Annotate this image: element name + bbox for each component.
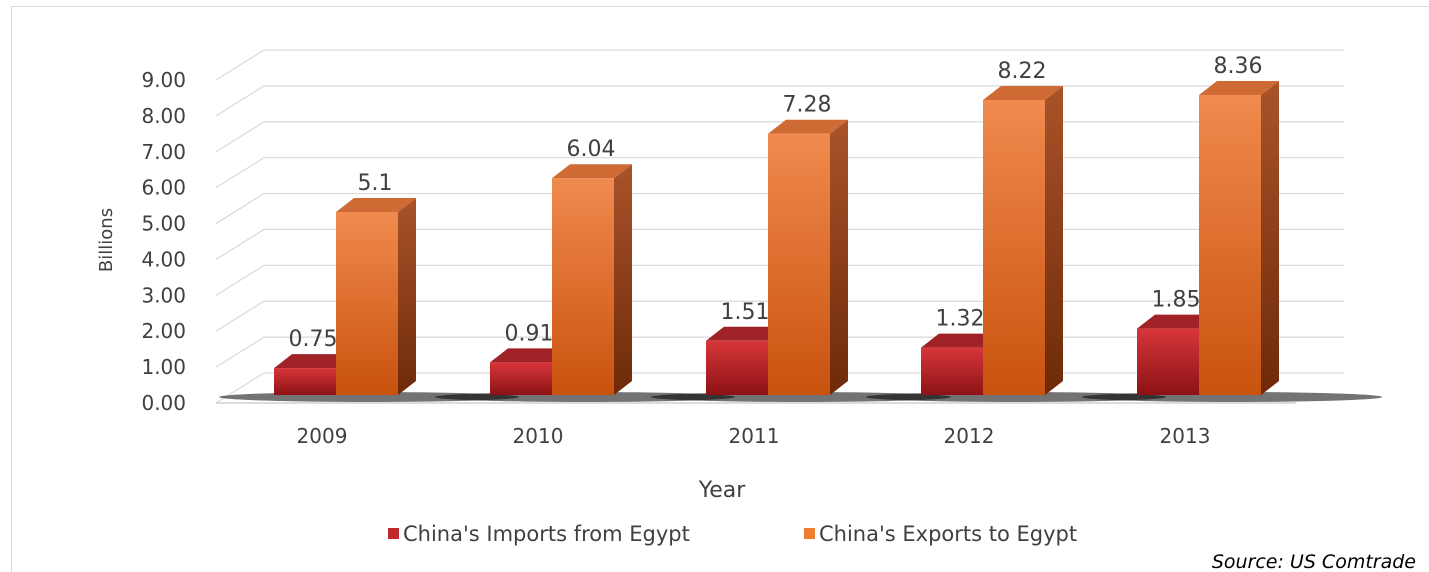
bar-exports-front	[552, 178, 614, 395]
data-label: 7.28	[783, 93, 832, 118]
bar-imports-front	[1137, 328, 1199, 395]
bar-exports	[336, 197, 416, 395]
bar-exports-front	[1199, 94, 1261, 396]
bar-imports-top	[1137, 314, 1217, 329]
data-label: 5.1	[358, 171, 393, 196]
bar-exports-side	[398, 197, 416, 395]
x-tick-label: 2010	[513, 424, 564, 448]
gridline-depth	[215, 336, 265, 368]
y-tick-label: 5.00	[141, 212, 186, 236]
y-axis: 0.00 1.00 2.00 3.00 4.00 5.00 6.00 7.00 8.00 9.00	[141, 68, 186, 415]
legend-swatch-exports	[804, 528, 815, 539]
y-tick-label: 0.00	[141, 391, 186, 415]
bar-imports-top	[921, 333, 1001, 348]
data-label: 8.22	[998, 59, 1047, 84]
gridline-depth	[215, 121, 265, 153]
bar-imports-top	[706, 326, 786, 341]
y-axis-title: Billions	[96, 208, 117, 272]
bar-imports-front	[921, 347, 983, 395]
y-tick-label: 8.00	[141, 104, 186, 128]
bars	[274, 80, 1279, 396]
bar-imports-top	[490, 348, 570, 363]
legend-label-exports: China's Exports to Egypt	[819, 522, 1077, 546]
gridline-depth	[215, 49, 265, 81]
gridline-depth	[215, 264, 265, 296]
x-tick-label: 2011	[729, 424, 780, 448]
gridline-depth	[215, 85, 265, 117]
data-label: 6.04	[567, 137, 616, 162]
y-tick-label: 6.00	[141, 176, 186, 200]
bar-exports-side	[1045, 85, 1063, 395]
y-tick-label: 4.00	[141, 247, 186, 271]
bar-exports-top	[552, 164, 632, 179]
bar-exports-side	[614, 164, 632, 395]
bar-exports	[983, 85, 1063, 395]
y-tick-label: 9.00	[141, 68, 186, 92]
data-label: 1.85	[1152, 288, 1201, 313]
chart-frame	[11, 6, 1429, 572]
y-tick-label: 1.00	[141, 355, 186, 379]
bar-exports-top	[983, 85, 1063, 100]
data-labels: 0.75 5.1 0.91 6.04 1.51 7.28 1.32 8.22 1.85 8.36	[289, 54, 1263, 352]
bar-imports-top	[274, 354, 354, 369]
gridline-depth	[215, 300, 265, 332]
data-label: 1.51	[721, 300, 770, 325]
bar-exports	[768, 119, 848, 396]
data-label: 1.32	[936, 307, 985, 332]
y-tick-label: 2.00	[141, 319, 186, 343]
x-axis-title: Year	[698, 478, 747, 503]
gridline-depth	[215, 228, 265, 260]
bar-imports-front	[490, 362, 552, 395]
y-tick-label: 7.00	[141, 140, 186, 164]
bar-exports-top	[336, 197, 416, 212]
x-tick-label: 2012	[944, 424, 995, 448]
x-axis: 2009 2010 2011 2012 2013	[297, 424, 1211, 448]
bar-exports-top	[1199, 80, 1279, 95]
legend: China's Imports from Egypt China's Expor…	[388, 522, 1077, 546]
legend-label-imports: China's Imports from Egypt	[403, 522, 690, 546]
bar-exports-top	[768, 119, 848, 134]
source-note: Source: US Comtrade	[1212, 551, 1416, 572]
bar-exports-front	[336, 211, 398, 395]
data-label: 0.75	[289, 327, 338, 352]
y-tick-label: 3.00	[141, 283, 186, 307]
x-tick-label: 2013	[1160, 424, 1211, 448]
gridline-depth	[215, 157, 265, 189]
bar-exports-side	[1261, 80, 1279, 396]
bar-imports-front	[274, 368, 336, 395]
bar-exports-front	[983, 99, 1045, 395]
bar-exports	[552, 164, 632, 395]
data-label: 8.36	[1214, 54, 1263, 79]
bar-exports	[1199, 80, 1279, 396]
bar-exports-front	[768, 133, 830, 395]
x-tick-label: 2009	[297, 424, 348, 448]
bar-imports-front	[706, 340, 768, 395]
gridline-depth	[215, 193, 265, 225]
bar-exports-side	[830, 119, 848, 396]
legend-swatch-imports	[388, 528, 399, 539]
data-label: 0.91	[505, 321, 554, 346]
